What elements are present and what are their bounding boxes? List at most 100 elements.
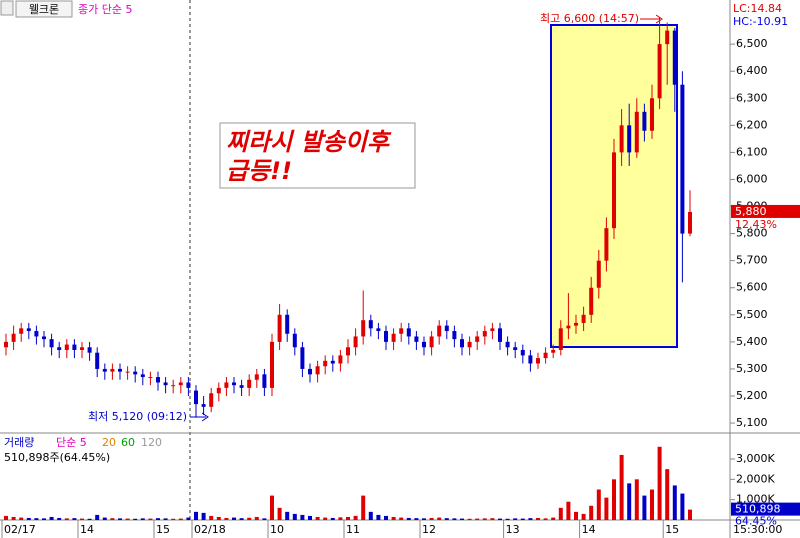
indicator-label: 종가 단순 5 xyxy=(78,3,132,16)
candle-body xyxy=(26,328,31,332)
x-tick-label: 13 xyxy=(506,523,520,536)
volume-bar xyxy=(361,495,366,520)
x-tick-label: 11 xyxy=(346,523,360,536)
high-label: 최고 6,600 (14:57) xyxy=(540,12,639,25)
volume-bar xyxy=(300,514,305,520)
y-tick-label: 6,500 xyxy=(736,37,768,50)
menu-icon[interactable] xyxy=(0,0,14,16)
candle-body xyxy=(513,347,518,350)
candle-body xyxy=(399,328,404,334)
volume-bar xyxy=(376,514,381,520)
candle-body xyxy=(346,347,350,356)
volume-bar xyxy=(520,518,525,520)
volume-bar xyxy=(513,518,518,520)
candle-body xyxy=(201,404,206,407)
volume-bar xyxy=(642,495,647,520)
candle-body xyxy=(429,336,434,348)
candle-body xyxy=(368,320,373,329)
candle-body xyxy=(277,314,282,342)
candle-body xyxy=(650,98,654,131)
y-tick-label: 6,100 xyxy=(736,145,768,158)
candle-body xyxy=(361,320,366,337)
last-volume-box xyxy=(731,502,800,516)
candle-body xyxy=(672,30,677,85)
x-tick-label: 14 xyxy=(582,523,596,536)
candle-body xyxy=(482,331,487,337)
hc-label: HC:-10.91 xyxy=(733,15,788,28)
candle-body xyxy=(467,341,472,348)
candle-body xyxy=(665,30,670,45)
volume-bar xyxy=(171,518,176,520)
candle-body xyxy=(422,341,426,348)
volume-bar xyxy=(72,518,77,520)
volume-bar xyxy=(444,518,449,520)
volume-bar xyxy=(118,518,122,520)
candle-body xyxy=(437,325,442,337)
volume-ratio: 64.45% xyxy=(735,515,777,528)
volume-bar xyxy=(619,454,624,520)
volume-bar xyxy=(353,515,358,520)
volume-bar xyxy=(178,518,183,520)
x-tick-label: 12 xyxy=(422,523,436,536)
volume-ma-label: 단순 5 xyxy=(56,436,87,449)
candle-body xyxy=(64,344,69,350)
volume-bar xyxy=(551,517,556,520)
volume-bar xyxy=(505,518,510,520)
candle-body xyxy=(634,111,639,153)
volume-bar xyxy=(262,518,267,520)
volume-bar xyxy=(422,518,426,520)
volume-bar xyxy=(163,518,168,520)
volume-bar xyxy=(224,517,229,520)
candle-body xyxy=(558,328,563,350)
x-tick-label: 02/17 xyxy=(4,523,36,536)
volume-bar xyxy=(399,517,404,520)
volume-ma-label: 20 xyxy=(102,436,116,449)
volume-y-tick-label: 1,000K xyxy=(736,493,775,506)
candle-body xyxy=(551,349,556,353)
volume-bar xyxy=(26,517,31,520)
volume-bar xyxy=(102,517,107,520)
volume-bar xyxy=(80,518,84,520)
candle-body xyxy=(688,211,692,234)
volume-bar xyxy=(460,518,464,520)
candle-body xyxy=(262,374,267,388)
low-label: 최저 5,120 (09:12) xyxy=(88,410,187,423)
volume-bar xyxy=(42,518,46,520)
candle-body xyxy=(133,371,138,375)
candle-body xyxy=(49,339,54,348)
candle-body xyxy=(4,341,8,348)
y-tick-label: 5,300 xyxy=(736,362,768,375)
candle-body xyxy=(452,331,457,340)
change-label: 12.43% xyxy=(735,218,777,231)
stock-name: 웰크론 xyxy=(29,3,59,16)
stock-name-box[interactable] xyxy=(15,0,73,18)
candle-body xyxy=(270,341,274,388)
volume-bar xyxy=(657,446,662,520)
candle-body xyxy=(391,333,396,342)
volume-bar xyxy=(429,517,434,520)
volume-ma-label: 60 xyxy=(121,436,135,449)
y-tick-label: 6,400 xyxy=(736,64,768,77)
volume-bar xyxy=(452,518,457,520)
candle-body xyxy=(285,314,290,334)
volume-summary: 510,898주(64.45%) xyxy=(4,451,110,464)
y-tick-label: 5,400 xyxy=(736,335,768,348)
candle-body xyxy=(102,368,107,372)
candle-body xyxy=(642,111,647,131)
y-tick-label: 5,500 xyxy=(736,308,768,321)
candle-body xyxy=(80,347,84,350)
candle-body xyxy=(627,125,632,153)
volume-bar xyxy=(285,511,290,520)
candle-body xyxy=(292,333,297,348)
volume-bar xyxy=(612,479,616,520)
candle-body xyxy=(460,339,464,348)
volume-bar xyxy=(209,515,214,520)
candle-body xyxy=(444,325,449,332)
volume-bar xyxy=(4,515,8,520)
candle-body xyxy=(505,341,510,348)
volume-bar xyxy=(11,516,16,520)
candle-body xyxy=(330,360,335,364)
candle-body xyxy=(574,322,578,326)
